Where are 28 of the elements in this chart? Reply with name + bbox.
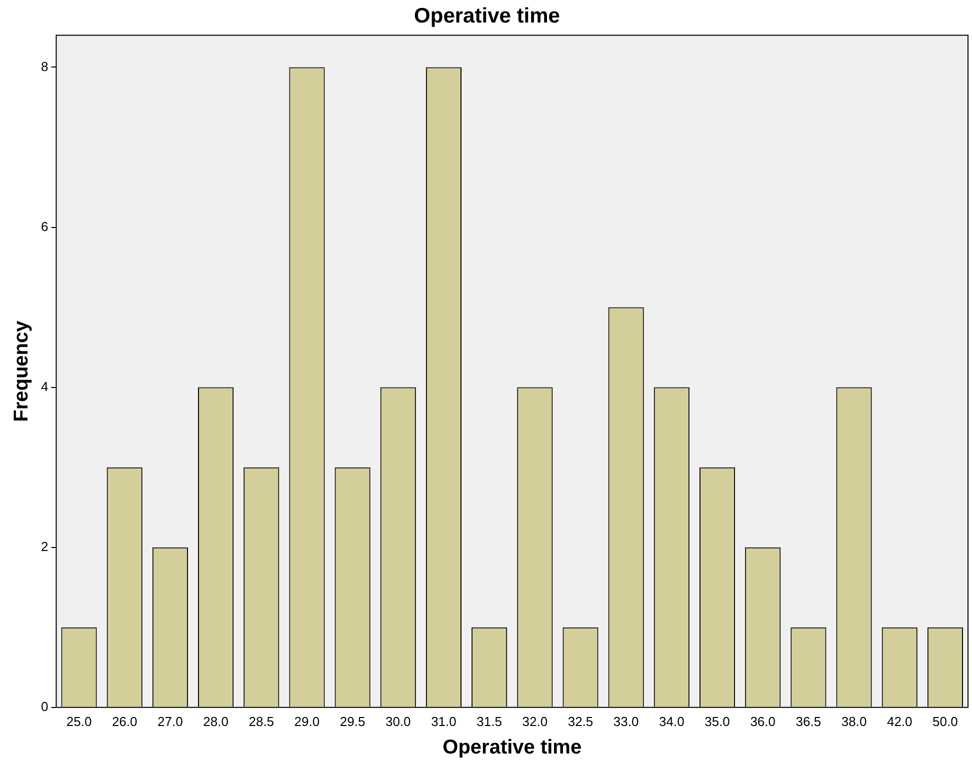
x-tick-label: 28.5: [248, 714, 274, 729]
x-tick-label: 32.0: [522, 714, 548, 729]
x-tick-label: 38.0: [841, 714, 867, 729]
x-tick-label: 29.5: [340, 714, 366, 729]
chart-title: Operative time: [414, 4, 560, 28]
x-tick-label: 34.0: [659, 714, 684, 729]
y-tick-label: 0: [40, 698, 48, 714]
x-tick-label: 27.0: [158, 714, 183, 729]
y-tick-label: 8: [40, 58, 48, 74]
y-tick-label: 4: [40, 378, 48, 394]
x-axis-title: Operative time: [442, 736, 582, 759]
x-tick-label: 30.0: [385, 714, 411, 729]
x-tick-label: 36.0: [750, 714, 776, 729]
x-tick-label: 26.0: [112, 714, 138, 729]
x-tick-label: 31.5: [476, 714, 502, 729]
x-tick-label: 42.0: [886, 714, 912, 729]
x-tick-label: 25.0: [66, 714, 92, 729]
x-tick-label: 36.5: [796, 714, 822, 729]
x-tick-label: 28.0: [203, 714, 228, 729]
x-tick-label: 29.0: [294, 714, 320, 729]
y-axis-title: Frequency: [10, 320, 33, 422]
x-tick-label: 35.0: [704, 714, 730, 729]
x-tick-label: 33.0: [613, 714, 639, 729]
y-tick-label: 6: [40, 218, 48, 234]
x-tick-label: 31.0: [431, 714, 456, 729]
x-tick-label: 32.5: [568, 714, 594, 729]
y-tick-label: 2: [40, 538, 48, 554]
x-tick-label: 50.0: [932, 714, 958, 729]
